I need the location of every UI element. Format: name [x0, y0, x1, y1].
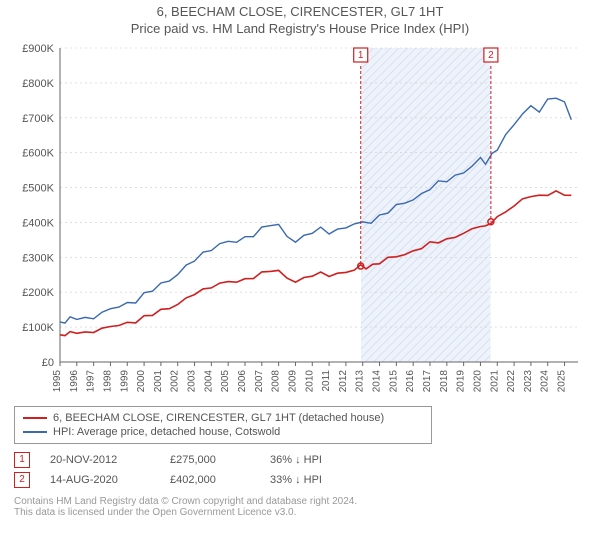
legend-item: HPI: Average price, detached house, Cots… [23, 425, 423, 439]
legend-swatch [23, 431, 47, 433]
svg-text:2001: 2001 [153, 370, 164, 393]
footer-line: This data is licensed under the Open Gov… [14, 507, 586, 518]
svg-text:2019: 2019 [456, 370, 467, 393]
svg-text:£100K: £100K [22, 322, 54, 334]
svg-text:2025: 2025 [557, 370, 568, 393]
svg-text:2: 2 [488, 50, 494, 61]
svg-text:2014: 2014 [372, 370, 383, 393]
svg-text:£600K: £600K [22, 148, 54, 160]
svg-text:1995: 1995 [52, 370, 63, 393]
svg-text:£300K: £300K [22, 252, 54, 264]
svg-text:1: 1 [358, 50, 364, 61]
transaction-price: £275,000 [170, 454, 270, 466]
transaction-index-badge: 1 [14, 452, 30, 468]
transaction-date: 20-NOV-2012 [50, 454, 170, 466]
svg-text:2018: 2018 [439, 370, 450, 393]
page-title: 6, BEECHAM CLOSE, CIRENCESTER, GL7 1HT [0, 4, 600, 19]
transaction-row: 2 14-AUG-2020£402,00033% ↓ HPI [14, 470, 586, 490]
svg-text:£800K: £800K [22, 78, 54, 90]
svg-text:2024: 2024 [540, 370, 551, 393]
svg-text:1997: 1997 [86, 370, 97, 393]
svg-text:2005: 2005 [220, 370, 231, 393]
legend-label: 6, BEECHAM CLOSE, CIRENCESTER, GL7 1HT (… [53, 412, 384, 424]
svg-text:2000: 2000 [136, 370, 147, 393]
svg-text:2012: 2012 [338, 370, 349, 393]
transaction-row: 1 20-NOV-2012£275,00036% ↓ HPI [14, 450, 586, 470]
footer-attribution: Contains HM Land Registry data © Crown c… [14, 496, 586, 518]
price-chart: £0 £100K £200K £300K £400K £500K £600K £700K £80… [14, 42, 586, 402]
legend-item: 6, BEECHAM CLOSE, CIRENCESTER, GL7 1HT (… [23, 411, 423, 425]
transaction-index-badge: 2 [14, 472, 30, 488]
legend-swatch [23, 417, 47, 419]
svg-text:2021: 2021 [489, 370, 500, 393]
svg-text:2015: 2015 [388, 370, 399, 393]
footer-line: Contains HM Land Registry data © Crown c… [14, 496, 586, 507]
transactions-table: 1 20-NOV-2012£275,00036% ↓ HPI 2 14-AUG-202… [14, 450, 586, 490]
chart-legend: 6, BEECHAM CLOSE, CIRENCESTER, GL7 1HT (… [14, 406, 432, 444]
svg-text:£900K: £900K [22, 43, 54, 55]
svg-text:2011: 2011 [321, 370, 332, 392]
svg-text:£700K: £700K [22, 113, 54, 125]
transaction-price: £402,000 [170, 474, 270, 486]
svg-text:2009: 2009 [287, 370, 298, 393]
svg-text:2003: 2003 [187, 370, 198, 393]
svg-text:2023: 2023 [523, 370, 534, 393]
transaction-date: 14-AUG-2020 [50, 474, 170, 486]
svg-text:2007: 2007 [254, 370, 265, 393]
svg-text:2006: 2006 [237, 370, 248, 393]
svg-text:2010: 2010 [304, 370, 315, 393]
svg-text:£200K: £200K [22, 287, 54, 299]
svg-text:1998: 1998 [102, 370, 113, 393]
svg-text:£500K: £500K [22, 183, 54, 195]
svg-text:2017: 2017 [422, 370, 433, 393]
svg-text:2002: 2002 [170, 370, 181, 393]
transaction-delta: 36% ↓ HPI [270, 454, 390, 466]
svg-text:1999: 1999 [119, 370, 130, 393]
svg-text:£400K: £400K [22, 217, 54, 229]
svg-text:£0: £0 [42, 357, 54, 369]
svg-text:2008: 2008 [271, 370, 282, 393]
svg-text:2013: 2013 [355, 370, 366, 393]
svg-text:2022: 2022 [506, 370, 517, 393]
transaction-delta: 33% ↓ HPI [270, 474, 390, 486]
page-subtitle: Price paid vs. HM Land Registry's House … [0, 21, 600, 36]
svg-text:2004: 2004 [203, 370, 214, 393]
svg-text:2016: 2016 [405, 370, 416, 393]
svg-text:2020: 2020 [472, 370, 483, 393]
legend-label: HPI: Average price, detached house, Cots… [53, 426, 280, 438]
svg-text:1996: 1996 [69, 370, 80, 393]
